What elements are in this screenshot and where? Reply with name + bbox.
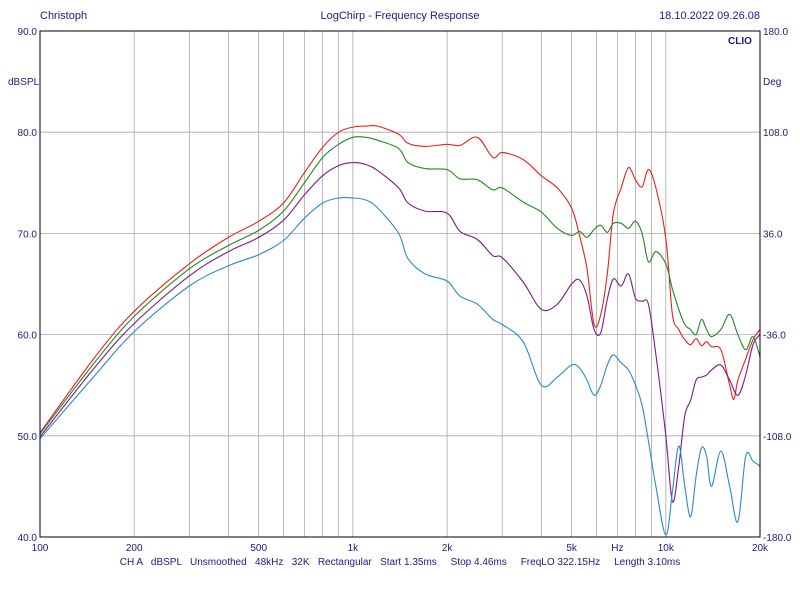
x-tick-label: 5k (566, 543, 578, 554)
x-tick-label: 500 (250, 543, 267, 554)
y2-tick-label: 180.0 (763, 27, 788, 38)
header-datetime: 18.10.2022 09.26.08 (659, 10, 760, 22)
y2-tick-label: -180.0 (763, 533, 792, 544)
y-tick-label: 70.0 (18, 229, 38, 240)
chart-title: LogChirp - Frequency Response (320, 10, 480, 22)
plot-frame (39, 30, 761, 538)
y-tick-label: 90.0 (18, 27, 38, 38)
y2-tick-label: -36.0 (763, 331, 786, 342)
x-tick-label: 10k (658, 543, 675, 554)
x-tick-label: 20k (752, 543, 769, 554)
y2-tick-label: 108.0 (763, 128, 788, 139)
y-tick-label: 60.0 (18, 331, 38, 342)
y-tick-label: 80.0 (18, 128, 38, 139)
y-tick-label: 50.0 (18, 432, 38, 443)
curves (39, 124, 761, 536)
x-tick-label: 1k (348, 543, 360, 554)
y2-axis-label: Deg (763, 77, 781, 88)
y2-tick-label: -108.0 (763, 432, 792, 443)
y2-tick-label: 36.0 (763, 229, 783, 240)
y-tick-label: 40.0 (18, 533, 38, 544)
response-curve-2 (39, 136, 761, 435)
response-curve-3 (39, 162, 761, 503)
x-tick-label: 100 (32, 543, 49, 554)
clio-brand: CLIO (728, 36, 752, 47)
response-curve-1 (39, 124, 761, 434)
axis-labels: 100 200 500 1k 2k 5k 10k 20k Hz 40.0 50.0 60.0 70.0 8… (18, 27, 792, 554)
x-unit-label: Hz (611, 543, 623, 554)
x-tick-label: 2k (442, 543, 454, 554)
header-user: Christoph (40, 10, 88, 22)
x-tick-label: 200 (126, 543, 143, 554)
response-curve-4 (39, 196, 761, 536)
measurement-settings: CH A dBSPL Unsmoothed 48kHz 32K Rectangu… (119, 557, 681, 568)
y-axis-label: dBSPL (8, 77, 40, 88)
